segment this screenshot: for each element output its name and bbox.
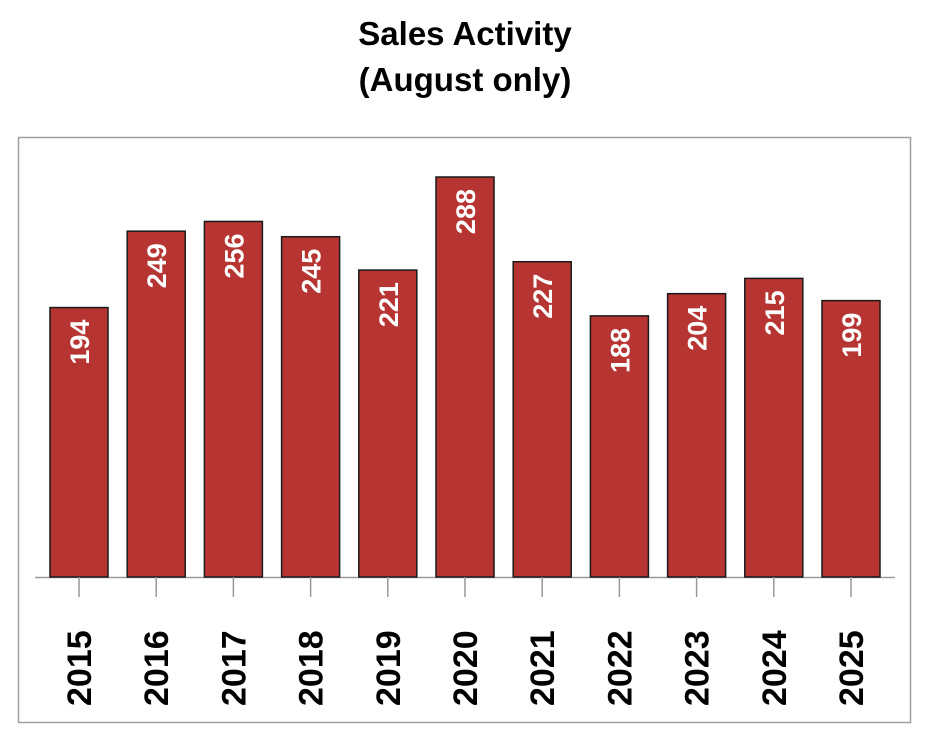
plot-frame (17, 136, 912, 724)
data-label-2021: 227 (528, 274, 558, 319)
bar-2016 (126, 230, 186, 578)
data-label-2023: 204 (683, 306, 713, 351)
chart-subtitle: (August only) (358, 61, 572, 98)
bar-2022 (589, 315, 650, 578)
bar-2019 (358, 269, 418, 578)
x-tick-label-2020: 2020 (447, 630, 485, 706)
data-label-2022: 188 (605, 328, 635, 373)
bar-2021 (512, 260, 572, 578)
x-tick-label-2016: 2016 (138, 630, 176, 706)
data-label-2016: 249 (142, 243, 172, 288)
data-label-2018: 245 (297, 249, 327, 294)
bar-2023 (666, 292, 727, 578)
data-label-2020: 288 (451, 189, 481, 234)
data-label-2025: 199 (837, 313, 867, 358)
x-tick-label-2023: 2023 (679, 630, 717, 706)
data-label-2015: 194 (65, 320, 95, 365)
data-label-2019: 221 (374, 282, 404, 327)
data-label-2024: 215 (760, 290, 790, 335)
bar-2025 (821, 299, 881, 578)
x-tick-label-2018: 2018 (293, 630, 331, 706)
bar-2020 (435, 176, 495, 578)
x-tick-label-2015: 2015 (61, 630, 99, 706)
x-tick-label-2025: 2025 (833, 630, 871, 706)
x-tick-label-2017: 2017 (215, 630, 253, 706)
x-tick-label-2022: 2022 (601, 630, 639, 706)
chart-title: Sales Activity (358, 15, 572, 52)
x-tick-label-2024: 2024 (756, 630, 794, 706)
bar-2017 (203, 220, 264, 578)
x-tick-label-2021: 2021 (524, 630, 562, 706)
bar-2018 (280, 235, 341, 578)
x-tick-label-2019: 2019 (370, 630, 408, 706)
data-label-2017: 256 (219, 233, 249, 278)
